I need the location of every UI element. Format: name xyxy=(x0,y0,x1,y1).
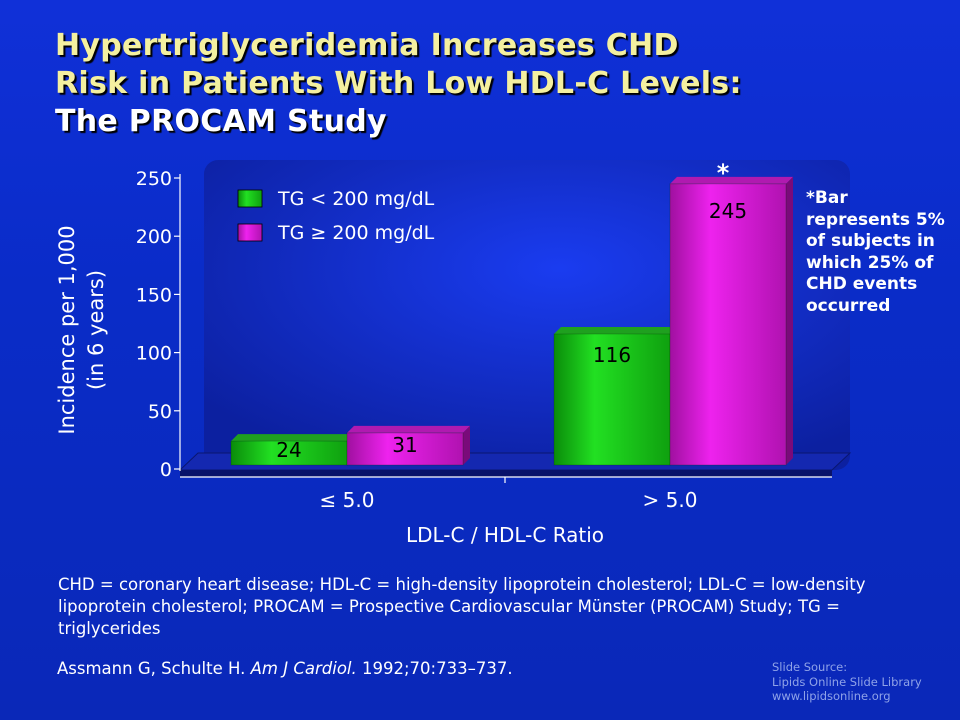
legend-swatch xyxy=(237,189,263,208)
y-tick-label: 200 xyxy=(136,226,172,248)
source-line-2: Lipids Online Slide Library xyxy=(772,674,922,689)
citation-details: 1992;70:733–737. xyxy=(362,659,513,678)
citation-authors: Assmann G, Schulte H. xyxy=(57,659,246,678)
abbreviations-text: CHD = coronary heart disease; HDL-C = hi… xyxy=(58,575,866,638)
source-line-3: www.lipidsonline.org xyxy=(772,689,891,703)
bar-value-label: 24 xyxy=(276,438,301,462)
bar-side-face xyxy=(463,425,470,465)
legend-label: TG < 200 mg/dL xyxy=(277,188,435,210)
plot-floor-edge xyxy=(180,470,832,477)
x-tick-label: > 5.0 xyxy=(643,488,698,512)
bar-value-label: 116 xyxy=(593,343,631,367)
title-line-1: Hypertriglyceridemia Increases CHD xyxy=(55,28,679,63)
slide-title: Hypertriglyceridemia Increases CHD Risk … xyxy=(55,27,915,141)
asterisk-footnote: *Bar represents 5% of subjects in which … xyxy=(806,188,945,316)
y-tick-label: 100 xyxy=(136,343,172,365)
bar xyxy=(553,333,671,466)
bar xyxy=(346,432,464,466)
legend-label: TG ≥ 200 mg/dL xyxy=(277,222,435,244)
bar-asterisk: * xyxy=(717,159,730,187)
source-line-1: Slide Source: xyxy=(772,660,848,674)
bar-value-label: 245 xyxy=(709,199,747,223)
x-axis-label: LDL-C / HDL-C Ratio xyxy=(406,523,604,547)
y-tick-label: 150 xyxy=(136,284,172,306)
y-tick-label: 50 xyxy=(148,401,172,423)
x-tick-label: ≤ 5.0 xyxy=(320,488,375,512)
legend-swatch xyxy=(237,223,263,242)
slide-source: Slide Source: Lipids Online Slide Librar… xyxy=(772,660,922,704)
y-axis-label-line-1: Incidence per 1,000 xyxy=(55,225,79,434)
bar-value-label: 31 xyxy=(392,433,417,457)
bar-top-face xyxy=(347,425,470,433)
bar-top-face xyxy=(670,176,793,184)
y-tick-label: 250 xyxy=(136,168,172,190)
citation: Assmann G, Schulte H. Am J Cardiol. 1992… xyxy=(57,659,513,678)
citation-journal: Am J Cardiol. xyxy=(250,659,357,678)
y-axis-label-line-2: (in 6 years) xyxy=(84,270,108,390)
bar-side-face xyxy=(786,176,793,465)
y-tick-label: 0 xyxy=(160,459,172,481)
bar-top-face xyxy=(231,434,354,442)
title-line-3: The PROCAM Study xyxy=(55,104,387,139)
bar xyxy=(669,183,787,466)
bar-top-face xyxy=(554,326,677,334)
title-line-2: Risk in Patients With Low HDL-C Levels: xyxy=(55,66,742,101)
